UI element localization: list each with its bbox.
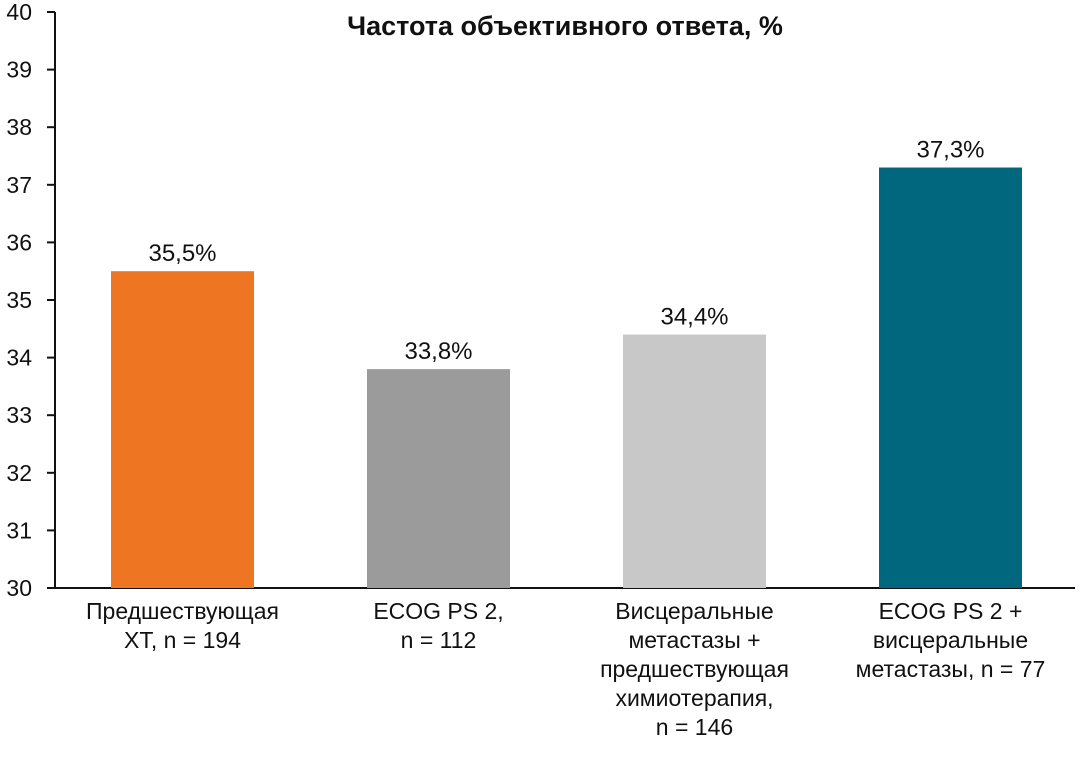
chart-title: Частота объективного ответа, % [347,11,783,41]
y-tick-label: 34 [6,345,32,371]
category-label: Висцеральные [615,598,773,624]
category-label: метастазы, n = 77 [856,656,1046,682]
data-label: 34,4% [660,304,728,331]
category-label: метастазы + [628,627,760,653]
y-tick-label: 36 [6,229,32,255]
y-tick-label: 30 [6,575,32,601]
bar [111,271,254,588]
y-tick-label: 39 [6,57,32,83]
data-label: 37,3% [916,137,984,164]
y-tick-label: 31 [6,517,32,543]
y-tick-label: 32 [6,460,32,486]
category-label: n = 112 [401,627,477,653]
category-label: ECOG PS 2 + [879,598,1023,624]
data-labels: 35,5% 33,8% 34,4% 37,3% [148,137,984,366]
category-label: висцеральные [873,627,1028,653]
bar [367,369,510,588]
y-tick-label: 40 [6,0,32,25]
bars [111,167,1022,588]
y-tick-label: 33 [6,402,32,428]
category-labels: Предшествующая ХТ, n = 194 ECOG PS 2, n = 1… [86,598,1045,740]
data-label: 33,8% [404,338,472,365]
y-tick-label: 37 [6,172,32,198]
y-tick-label: 38 [6,114,32,140]
category-label: Предшествующая [86,598,279,624]
y-tick-label: 35 [6,287,32,313]
data-label: 35,5% [148,240,216,267]
category-label: предшествующая [600,656,789,682]
category-label: ECOG PS 2, [373,598,503,624]
category-label: n = 146 [656,714,733,740]
bar [879,167,1022,588]
category-label: химиотерапия, [615,685,773,711]
category-label: ХТ, n = 194 [124,627,241,653]
bar [623,334,766,588]
